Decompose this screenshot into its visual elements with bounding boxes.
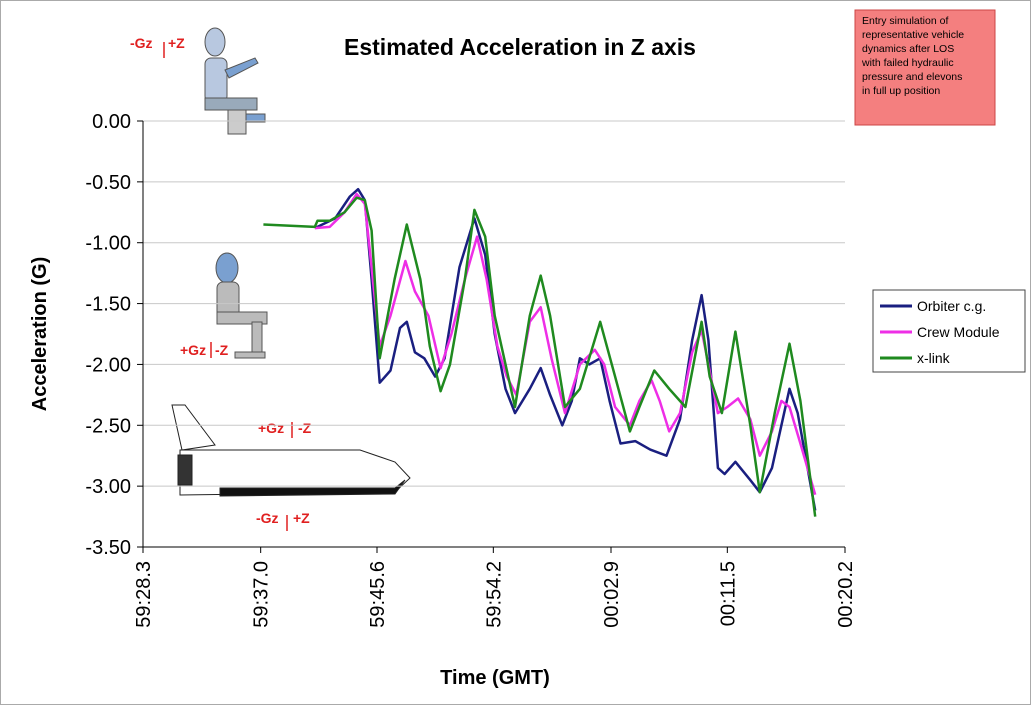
x-tick-label: 59:45.6 <box>367 561 389 628</box>
annotation-line: representative vehicle <box>862 29 964 41</box>
force-label: -Z <box>215 342 229 358</box>
series-line <box>314 192 817 496</box>
legend-label: Orbiter c.g. <box>917 298 986 314</box>
series-line <box>314 187 817 511</box>
x-tick-label: 59:37.0 <box>251 561 273 628</box>
force-label: +Z <box>168 35 185 51</box>
annotation: Entry simulation of representative vehicl… <box>861 15 964 97</box>
figure-icon <box>204 27 268 359</box>
force-label: +Gz <box>258 420 284 436</box>
x-tick-label: 00:11.5 <box>717 561 739 626</box>
force-label: +Gz <box>180 342 206 358</box>
annotation-box <box>854 9 996 126</box>
annotation-line: Entry simulation of <box>862 15 948 27</box>
series-line <box>263 196 817 517</box>
force-label: -Z <box>298 420 312 436</box>
y-tick-label: -3.50 <box>85 537 131 559</box>
y-axis-title: Acceleration (G) <box>29 257 51 411</box>
y-tick-label: -2.00 <box>85 354 131 376</box>
force-label: +Z <box>293 510 310 526</box>
x-tick-label: 00:20.2 <box>835 561 857 628</box>
annotation-line: in full up position <box>862 85 940 97</box>
legend-label: Crew Module <box>917 324 1000 340</box>
y-tick-label: -0.50 <box>85 172 131 194</box>
x-tick-label: 59:28.3 <box>133 561 155 628</box>
x-tick-label: 00:02.9 <box>601 561 623 628</box>
annotation-line: dynamics after LOS <box>862 43 954 55</box>
legend-label: x-link <box>917 350 951 366</box>
force-label: -Gz <box>130 35 153 51</box>
y-tick-label: -1.50 <box>85 294 131 316</box>
shuttle-icon <box>171 404 411 497</box>
y-tick-label: -3.00 <box>85 476 131 498</box>
y-tick-label: -2.50 <box>85 415 131 437</box>
annotation-line: with failed hydraulic <box>861 57 954 69</box>
force-label: -Gz <box>256 510 279 526</box>
x-tick-label: 59:54.2 <box>483 561 505 628</box>
y-tick-label: -1.00 <box>85 233 131 255</box>
force-arrow <box>163 42 293 531</box>
annotation-line: pressure and elevons <box>862 71 962 83</box>
y-tick-label: 0.00 <box>92 111 131 133</box>
x-axis-title: Time (GMT) <box>440 667 550 689</box>
chart-title: Estimated Acceleration in Z axis <box>344 34 696 60</box>
